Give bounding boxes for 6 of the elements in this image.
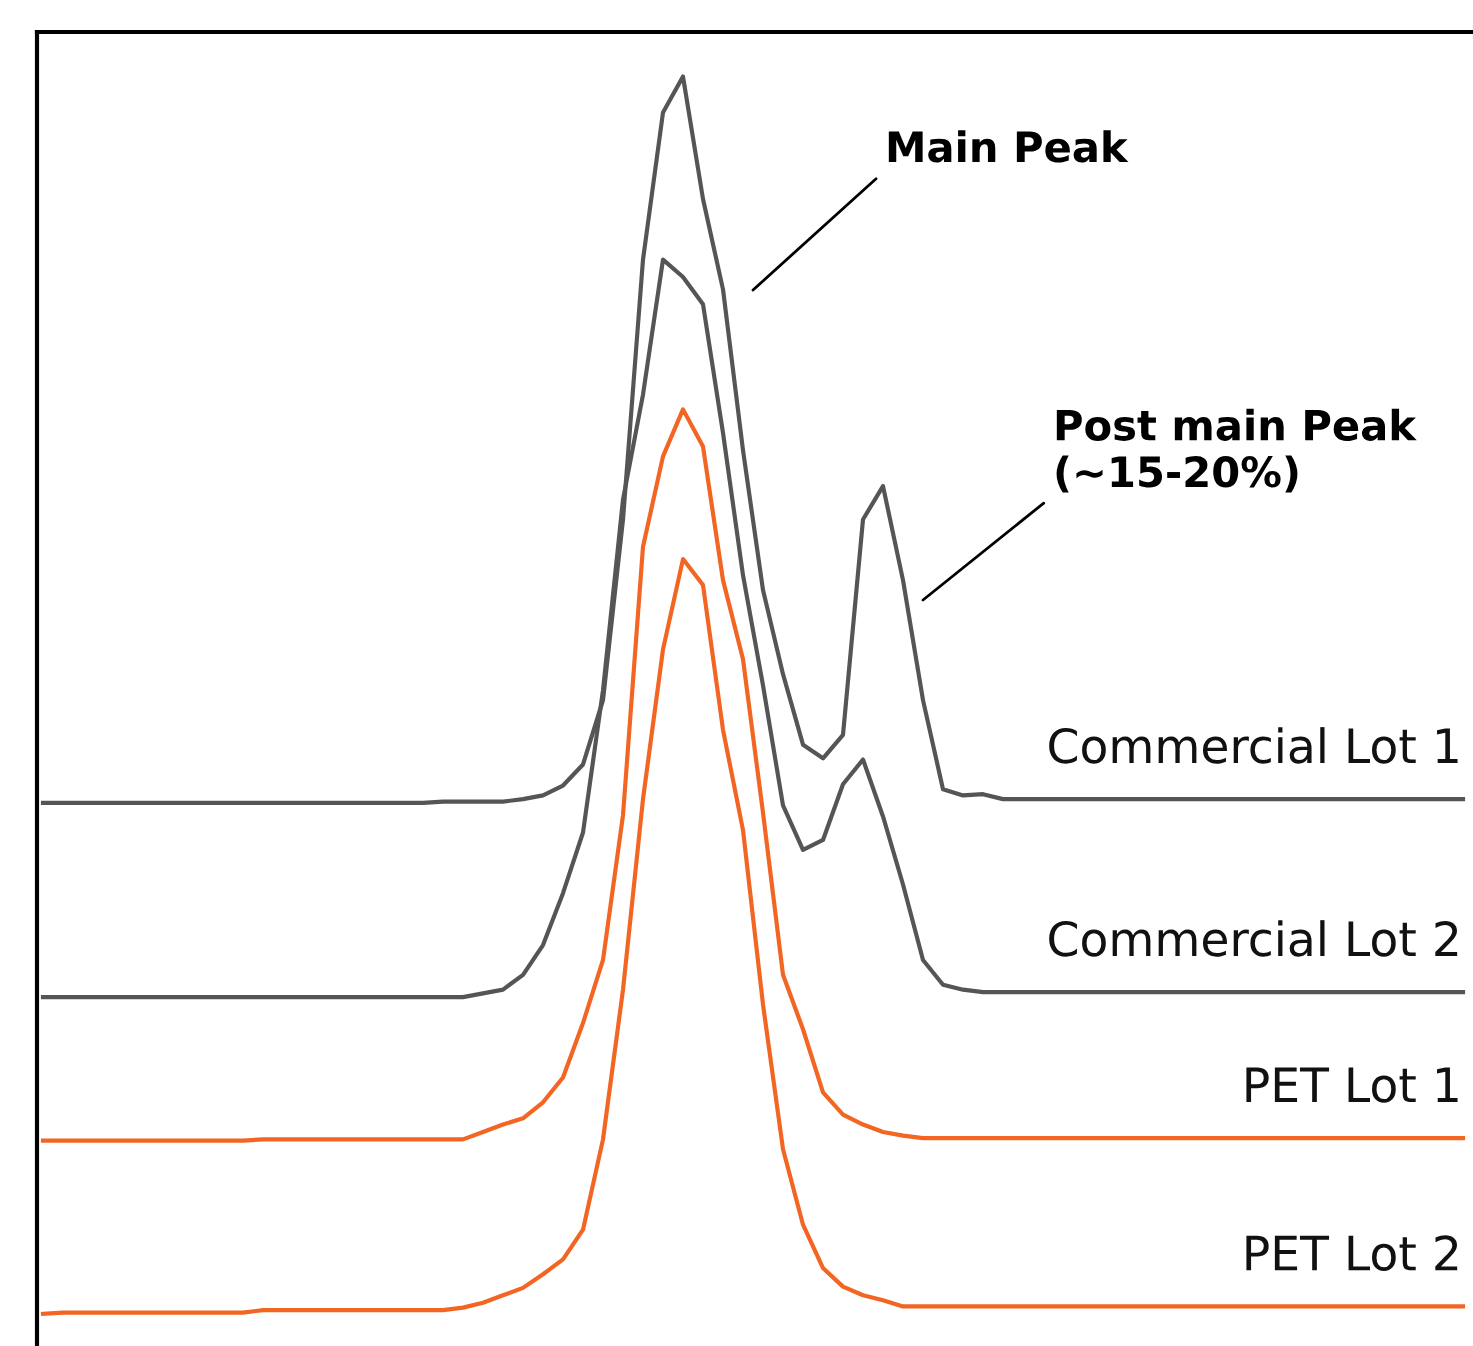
annotation: Main Peak bbox=[888, 130, 1129, 163]
series-label: Commercial Lot 2 bbox=[1049, 920, 1458, 957]
series-label: PET Lot 1 bbox=[1246, 1067, 1458, 1103]
series-label: PET Lot 2 bbox=[1246, 1235, 1458, 1271]
series-label: Commercial Lot 1 bbox=[1049, 727, 1458, 764]
annotation: Post main Peak (~15-20%) bbox=[1056, 408, 1417, 493]
